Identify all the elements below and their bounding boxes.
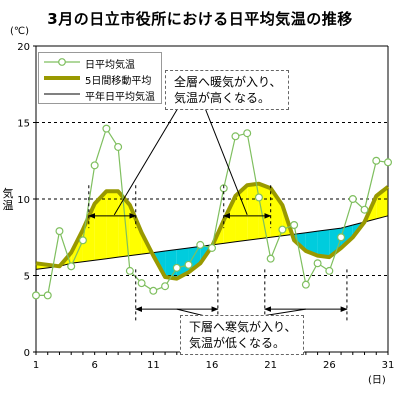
daily-point [172, 263, 181, 272]
daily-point [360, 205, 369, 214]
y-tick-label: 10 [17, 195, 30, 206]
daily-point [208, 243, 217, 252]
daily-point [313, 259, 322, 268]
daily-point [55, 227, 64, 236]
cold-leader-line [176, 308, 206, 317]
daily-point [254, 193, 263, 202]
legend-swatch-daily [44, 58, 80, 66]
cold-fill-segment [317, 229, 330, 258]
legend-swatch-moving-avg [44, 76, 80, 80]
warm-air-callout: 全層へ暖気が入り、 気温が高くなる。 [165, 70, 289, 110]
daily-point [137, 279, 146, 288]
cold-callout-line-1: 下層へ寒気が入り、 [189, 320, 297, 334]
daily-point [231, 132, 240, 141]
cold-fill-segment [341, 225, 353, 248]
daily-point [161, 282, 170, 291]
daily-point [114, 142, 123, 151]
cold-air-callout: 下層へ寒気が入り、 気温が低くなる。 [180, 315, 304, 355]
y-tick-label: 0 [24, 348, 30, 359]
x-tick-label: 31 [382, 360, 395, 371]
y-tick-label: 20 [17, 42, 30, 53]
warm-fill-segment [94, 191, 107, 261]
warm-leader-line [113, 107, 179, 216]
x-tick-label: 1 [33, 360, 39, 371]
x-tick-label: 11 [147, 360, 160, 371]
y-axis-unit: (℃) [10, 26, 30, 37]
chart-legend: 日平均気温 5日間移動平均 平年日平均気温 [38, 52, 162, 104]
daily-point [149, 286, 158, 295]
daily-point [67, 262, 76, 271]
cold-callout-line-2: 気温が低くなる。 [189, 336, 286, 350]
x-tick-label: 21 [264, 360, 277, 371]
warm-callout-line-1: 全層へ暖気が入り、 [174, 75, 282, 89]
x-axis-unit: (日) [368, 375, 386, 386]
daily-point [278, 225, 287, 234]
y-axis-label: 気温 [2, 187, 14, 212]
chart-title: 3月の日立市役所における日平均気温の推移 [47, 10, 353, 28]
warm-fill-segment [247, 183, 259, 241]
daily-point [184, 260, 193, 269]
daily-point [290, 221, 299, 230]
daily-point [325, 266, 334, 275]
daily-point [31, 291, 40, 300]
y-tick-label: 5 [24, 272, 30, 283]
daily-point [196, 240, 205, 249]
legend-label-moving-avg: 5日間移動平均 [85, 76, 152, 87]
daily-point [372, 156, 381, 165]
x-tick-label: 6 [91, 360, 97, 371]
x-tick-label: 26 [323, 360, 336, 371]
warm-leader-line [204, 107, 248, 216]
daily-point [102, 124, 111, 133]
warm-fill-segment [106, 191, 119, 259]
legend-item-moving-avg: 5日間移動平均 [39, 70, 159, 87]
warm-fill-segment [270, 188, 283, 238]
cold-fill-segment [305, 231, 318, 256]
warm-fill-segment [223, 195, 236, 244]
daily-point [348, 195, 357, 204]
y-tick-label: 15 [17, 119, 30, 130]
daily-point [384, 158, 393, 167]
legend-item-normal: 平年日平均気温 [39, 86, 159, 103]
legend-label-daily: 日平均気温 [85, 60, 135, 71]
daily-point [90, 161, 99, 170]
daily-point [43, 291, 52, 300]
legend-swatch-normal [44, 93, 80, 95]
daily-point [266, 254, 275, 263]
cold-leader-line [261, 308, 306, 317]
warm-callout-line-2: 気温が高くなる。 [174, 91, 271, 105]
daily-point [78, 236, 87, 245]
legend-item-daily: 日平均気温 [39, 54, 159, 71]
daily-point [125, 266, 134, 275]
cold-fill-segment [165, 249, 177, 279]
legend-label-normal: 平年日平均気温 [85, 92, 155, 103]
daily-point [301, 280, 310, 289]
cold-fill-segment [176, 247, 189, 279]
daily-point [337, 233, 346, 242]
daily-point [243, 129, 252, 138]
x-tick-label: 16 [206, 360, 219, 371]
